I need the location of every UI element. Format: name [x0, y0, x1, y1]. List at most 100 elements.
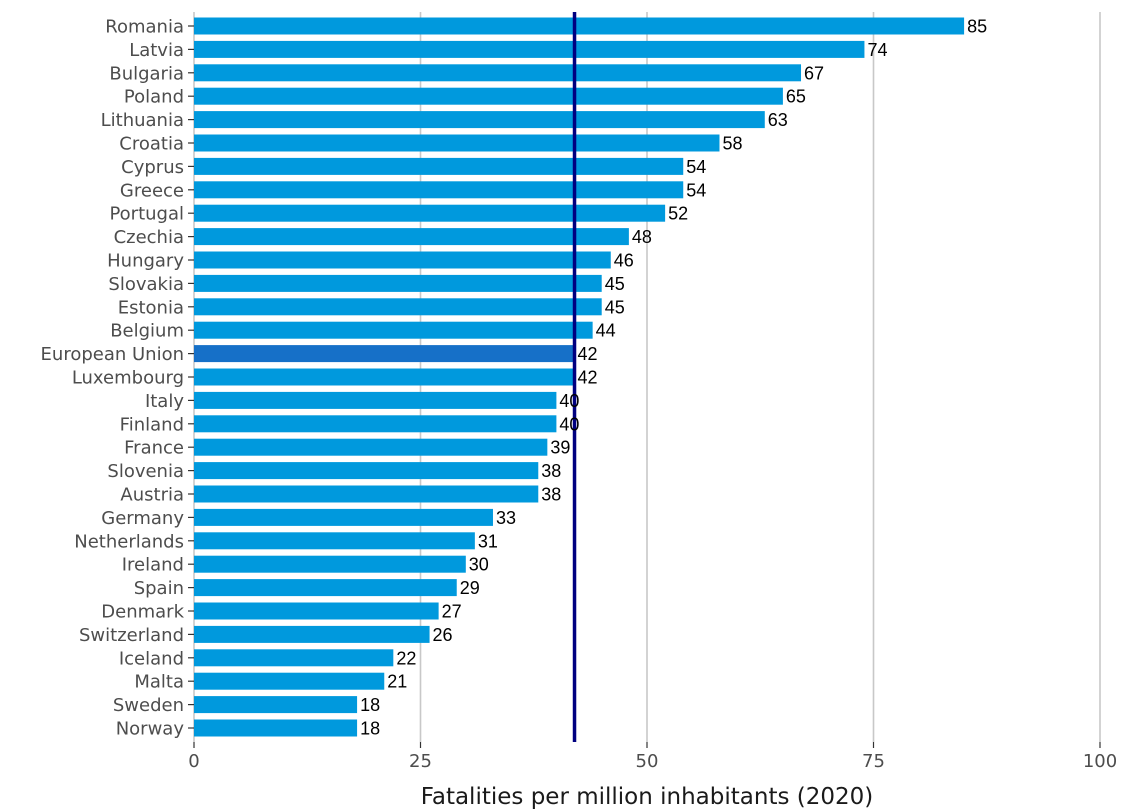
- value-label-9: 48: [632, 227, 652, 247]
- value-label-11: 45: [605, 274, 625, 294]
- value-label-8: 52: [668, 204, 688, 224]
- category-label-10: Hungary: [107, 251, 184, 272]
- category-label-18: France: [124, 438, 184, 459]
- value-label-1: 74: [867, 40, 887, 60]
- value-label-4: 63: [768, 110, 788, 130]
- value-label-12: 45: [605, 297, 625, 317]
- bar-7: [194, 181, 684, 199]
- x-axis-title: Fatalities per million inhabitants (2020…: [421, 784, 874, 810]
- value-labels: 85 74 67 65 63 58 54 54 52 48 46 45 45 44 42 42 40 40 39 38…: [360, 17, 987, 739]
- bar-5: [194, 134, 720, 152]
- bar-20: [194, 485, 539, 503]
- value-label-24: 29: [460, 578, 480, 598]
- bar-13: [194, 321, 593, 339]
- bar-24: [194, 579, 457, 597]
- value-label-25: 27: [442, 602, 462, 622]
- category-label-26: Switzerland: [79, 625, 184, 646]
- category-label-17: Finland: [120, 414, 184, 435]
- category-label-6: Cyprus: [121, 157, 184, 178]
- bar-6: [194, 157, 684, 175]
- bar-28: [194, 672, 385, 690]
- category-label-11: Slovakia: [108, 274, 184, 295]
- bar-30: [194, 719, 358, 737]
- grid-lines: [193, 12, 1101, 742]
- bar-22: [194, 532, 475, 550]
- bar-23: [194, 555, 466, 573]
- bar-1: [194, 40, 865, 58]
- value-label-19: 38: [541, 461, 561, 481]
- bar-12: [194, 298, 602, 316]
- value-label-27: 22: [396, 648, 416, 668]
- bar-16: [194, 391, 557, 409]
- category-label-0: Romania: [105, 17, 184, 38]
- category-label-8: Portugal: [109, 204, 184, 225]
- category-label-1: Latvia: [129, 40, 184, 61]
- bar-0: [194, 17, 965, 35]
- bar-19: [194, 462, 539, 480]
- x-tick-label-4: 100: [1083, 751, 1117, 772]
- value-label-0: 85: [967, 17, 987, 37]
- value-label-10: 46: [614, 251, 634, 271]
- category-label-16: Italy: [145, 391, 184, 412]
- value-label-18: 39: [550, 438, 570, 458]
- bar-17: [194, 415, 557, 433]
- bar-8: [194, 204, 666, 222]
- x-tick-label-0: 0: [188, 751, 199, 772]
- category-label-15: Luxembourg: [72, 368, 184, 389]
- category-label-27: Iceland: [119, 648, 184, 669]
- value-label-28: 21: [387, 672, 407, 692]
- bar-4: [194, 111, 765, 129]
- value-label-20: 38: [541, 485, 561, 505]
- category-label-2: Bulgaria: [109, 63, 184, 84]
- value-label-5: 58: [722, 134, 742, 154]
- value-label-29: 18: [360, 695, 380, 715]
- bar-14: [194, 345, 575, 363]
- value-label-7: 54: [686, 180, 706, 200]
- bars: [194, 17, 965, 737]
- bar-3: [194, 87, 783, 105]
- category-label-5: Croatia: [119, 134, 184, 155]
- value-label-13: 44: [596, 321, 616, 341]
- category-label-24: Spain: [134, 578, 184, 599]
- value-label-3: 65: [786, 87, 806, 107]
- category-label-19: Slovenia: [107, 461, 184, 482]
- category-label-21: Germany: [101, 508, 184, 529]
- category-label-29: Sweden: [113, 695, 184, 716]
- bar-11: [194, 274, 602, 292]
- category-label-3: Poland: [124, 87, 184, 108]
- bar-26: [194, 625, 430, 643]
- category-label-14: European Union: [41, 344, 184, 365]
- value-label-30: 18: [360, 719, 380, 739]
- value-label-26: 26: [433, 625, 453, 645]
- x-tick-label-2: 50: [636, 751, 659, 772]
- category-label-7: Greece: [120, 180, 184, 201]
- value-label-16: 40: [559, 391, 579, 411]
- value-label-15: 42: [578, 368, 598, 388]
- category-label-28: Malta: [134, 672, 184, 693]
- value-label-23: 30: [469, 555, 489, 575]
- category-label-25: Denmark: [101, 602, 184, 623]
- value-label-6: 54: [686, 157, 706, 177]
- category-label-12: Estonia: [118, 297, 184, 318]
- category-label-4: Lithuania: [101, 110, 184, 131]
- category-label-20: Austria: [120, 485, 184, 506]
- value-label-14: 42: [578, 344, 598, 364]
- category-label-13: Belgium: [110, 321, 184, 342]
- bar-25: [194, 602, 439, 620]
- bar-10: [194, 251, 611, 269]
- category-label-22: Netherlands: [74, 531, 184, 552]
- bar-15: [194, 368, 575, 386]
- value-label-17: 40: [559, 414, 579, 434]
- x-tick-label-1: 25: [409, 751, 432, 772]
- bar-21: [194, 508, 493, 526]
- value-label-21: 33: [496, 508, 516, 528]
- value-label-22: 31: [478, 531, 498, 551]
- x-tick-label-3: 75: [862, 751, 885, 772]
- bar-2: [194, 64, 802, 82]
- category-label-9: Czechia: [114, 227, 184, 248]
- value-label-2: 67: [804, 63, 824, 83]
- bar-27: [194, 649, 394, 667]
